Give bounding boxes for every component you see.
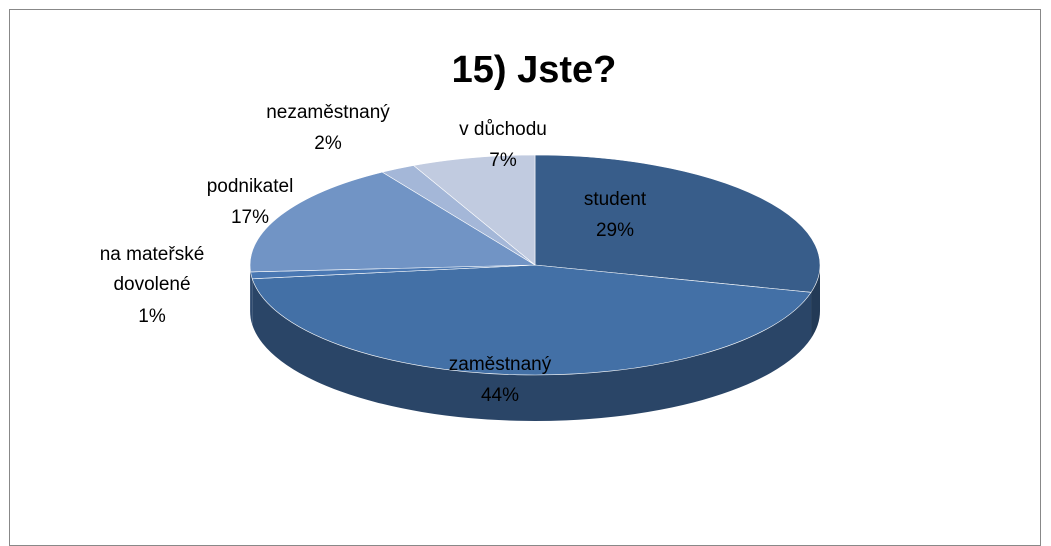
category-label-line: dovolené bbox=[113, 274, 190, 295]
slice-side bbox=[811, 265, 820, 339]
category-label-line: v důchodu bbox=[459, 119, 547, 140]
slice-side bbox=[250, 265, 251, 318]
slice bbox=[534, 154, 821, 293]
category-label-line: nezaměstnaný bbox=[266, 102, 390, 123]
slice-side bbox=[250, 271, 253, 325]
category-label-line: student bbox=[584, 189, 647, 210]
category-label: student bbox=[584, 189, 647, 210]
slice bbox=[249, 171, 537, 273]
value-label: 44% bbox=[481, 385, 519, 406]
category-label: v důchodu bbox=[459, 119, 547, 140]
category-label: na mateřské dovolené bbox=[100, 244, 205, 295]
slice bbox=[251, 264, 812, 376]
slice-side bbox=[252, 278, 812, 421]
category-label-line: na mateřské bbox=[100, 244, 205, 265]
value-label: 7% bbox=[489, 150, 517, 171]
value-label: 1% bbox=[138, 306, 166, 327]
category-label: podnikatel bbox=[207, 176, 294, 197]
category-label: zaměstnaný bbox=[449, 354, 552, 375]
value-label: 2% bbox=[314, 133, 342, 154]
category-label-line: podnikatel bbox=[207, 176, 294, 197]
chart-title: 15) Jste? bbox=[452, 49, 617, 91]
category-label-line: zaměstnaný bbox=[449, 354, 552, 375]
value-label: 17% bbox=[231, 207, 269, 228]
slice bbox=[412, 154, 536, 266]
value-label: 29% bbox=[596, 220, 634, 241]
category-label: nezaměstnaný bbox=[266, 102, 390, 123]
